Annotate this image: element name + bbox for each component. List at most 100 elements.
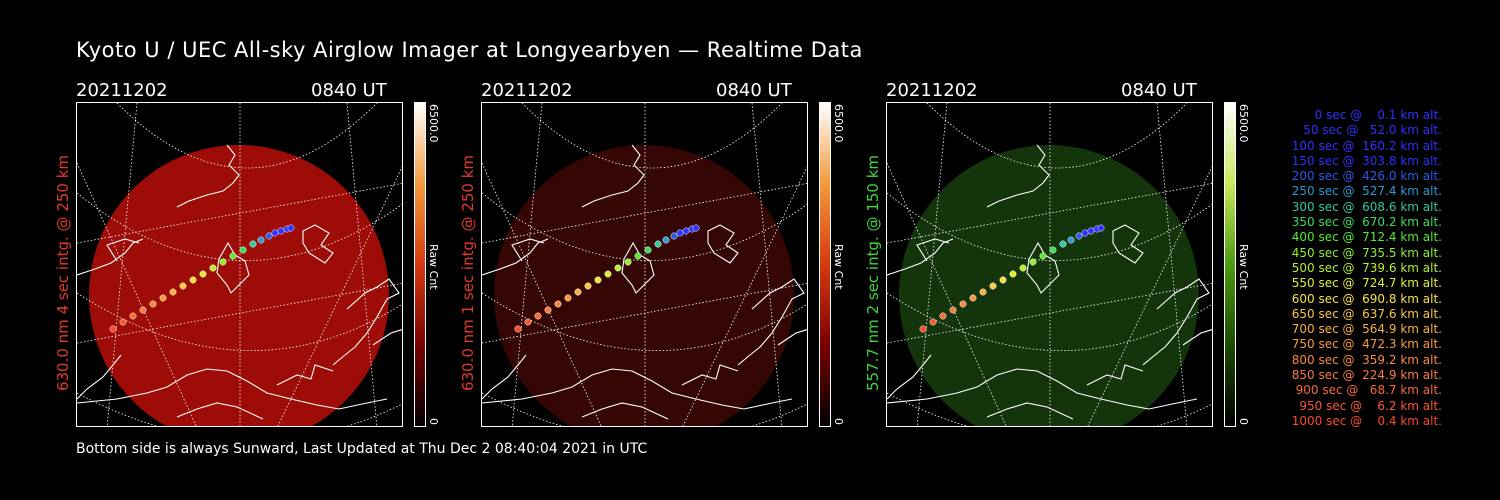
track-point [670, 232, 678, 240]
track-point [219, 258, 227, 266]
track-point [1049, 246, 1057, 254]
legend-entry: 100 sec @ 160.2 km alt. [1287, 138, 1442, 153]
track-point [929, 318, 937, 326]
coastline [887, 144, 1212, 420]
track-point [277, 227, 285, 235]
legend-entry: 350 sec @ 670.2 km alt. [1287, 215, 1442, 230]
lat-lon-grid [482, 103, 807, 426]
track-point [584, 282, 592, 290]
track-point [524, 318, 532, 326]
panel-1-ylabel: 630.0 nm 4 sec intg. @ 250 km [54, 154, 72, 392]
track-point [999, 276, 1007, 284]
panel-2-image [481, 102, 808, 427]
track-point [654, 240, 662, 248]
track-point [634, 252, 642, 260]
legend-entry: 900 sec @ 68.7 km alt. [1291, 383, 1442, 398]
panel-3-cb-max: 6500.0 [1237, 104, 1250, 143]
track-point [199, 270, 207, 278]
track-point [574, 288, 582, 296]
coastline [77, 144, 402, 420]
panel-2-colorbar [819, 102, 831, 427]
legend-entry: 150 sec @ 303.8 km alt. [1287, 153, 1442, 168]
track-point [249, 240, 257, 248]
track-point [239, 246, 247, 254]
panel-2-map [482, 103, 807, 426]
track-point [257, 236, 265, 244]
track-point [169, 288, 177, 296]
lat-lon-grid [887, 103, 1212, 426]
panel-2-time: 0840 UT [716, 80, 792, 101]
legend-entry: 850 sec @ 224.9 km alt. [1287, 368, 1442, 383]
track-point [1067, 236, 1075, 244]
legend-entry: 1000 sec @ 0.4 km alt. [1291, 413, 1442, 428]
track-point [1009, 270, 1017, 278]
panel-3-map [887, 103, 1212, 426]
track-point [1081, 229, 1089, 237]
track-point [919, 325, 927, 333]
panel-1-cb-min: 0 [427, 418, 440, 425]
track-point [614, 264, 622, 272]
airglow-image [494, 145, 794, 426]
panel-2-date: 20211202 [481, 80, 573, 101]
track-point [287, 224, 295, 232]
panel-2-cb-max: 6500.0 [832, 104, 845, 143]
track-point [129, 312, 137, 320]
legend-entry: 0 sec @ 0.1 km alt. [1303, 108, 1442, 122]
track-point [676, 229, 684, 237]
legend-entry: 700 sec @ 564.9 km alt. [1287, 322, 1442, 337]
track-point [662, 236, 670, 244]
track-point [179, 282, 187, 290]
track-point [139, 306, 147, 314]
lat-lon-grid [77, 103, 402, 426]
track-point [1059, 240, 1067, 248]
panel-3-date: 20211202 [886, 80, 978, 101]
panel-1-date: 20211202 [76, 80, 168, 101]
airglow-image [89, 145, 389, 426]
legend-entry: 250 sec @ 527.4 km alt. [1287, 184, 1442, 199]
track-point [989, 282, 997, 290]
panel-3-colorbar [1224, 102, 1236, 427]
track-point [969, 294, 977, 302]
track-point [1029, 258, 1037, 266]
footer-status: Bottom side is always Sunward, Last Upda… [76, 441, 648, 457]
legend-entry: 800 sec @ 359.2 km alt. [1287, 352, 1442, 367]
track-point [1075, 232, 1083, 240]
track-point [682, 227, 690, 235]
legend-entry: 600 sec @ 690.8 km alt. [1287, 291, 1442, 306]
track-point [554, 300, 562, 308]
panel-3-ylabel: 557.7 nm 2 sec intg. @ 150 km [864, 154, 882, 392]
legend-entry: 50 sec @ 52.0 km alt. [1295, 123, 1442, 138]
panel-2-cb-min: 0 [832, 418, 845, 425]
panel-1-cb-unit: Raw Cnt [427, 244, 440, 290]
track-point [1039, 252, 1047, 260]
track-point [604, 270, 612, 278]
track-point [1087, 227, 1095, 235]
legend-entry: 650 sec @ 637.6 km alt. [1287, 306, 1442, 321]
track-point [564, 294, 572, 302]
panel-1-image [76, 102, 403, 427]
legend-entry: 300 sec @ 608.6 km alt. [1287, 199, 1442, 214]
track-point [949, 306, 957, 314]
track-point [1097, 224, 1105, 232]
legend-entry: 550 sec @ 724.7 km alt. [1287, 276, 1442, 291]
panel-3-time: 0840 UT [1121, 80, 1197, 101]
track-point [159, 294, 167, 302]
panel-1-colorbar [414, 102, 426, 427]
panel-3-image [886, 102, 1213, 427]
track-point [959, 300, 967, 308]
panel-2-cb-unit: Raw Cnt [832, 244, 845, 290]
airglow-image [899, 145, 1199, 426]
track-point [644, 246, 652, 254]
panel-1-cb-max: 6500.0 [427, 104, 440, 143]
track-point [594, 276, 602, 284]
legend-entry: 950 sec @ 6.2 km alt. [1295, 398, 1442, 413]
legend-entry: 450 sec @ 735.5 km alt. [1287, 245, 1442, 260]
satellite-track [919, 224, 1105, 333]
track-point [624, 258, 632, 266]
panel-2-ylabel: 630.0 nm 1 sec intg. @ 250 km [459, 154, 477, 392]
track-point [149, 300, 157, 308]
track-point [939, 312, 947, 320]
panel-1-map [77, 103, 402, 426]
track-point [271, 229, 279, 237]
altitude-legend: 0 sec @ 0.1 km alt. 50 sec @ 52.0 km alt… [1262, 108, 1442, 429]
